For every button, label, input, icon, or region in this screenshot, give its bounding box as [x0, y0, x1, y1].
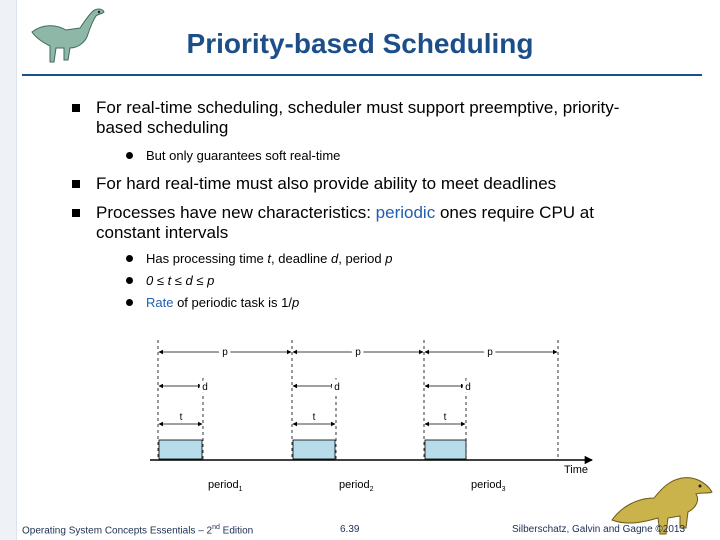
round-bullet-icon — [126, 255, 133, 262]
page-title: Priority-based Scheduling — [186, 28, 534, 59]
period-label: p — [222, 347, 228, 358]
task-execution-block — [424, 439, 467, 460]
square-bullet-icon — [72, 180, 80, 188]
bullet-text: For real-time scheduling, scheduler must… — [96, 98, 620, 117]
task-execution-block — [158, 439, 203, 460]
var-t: t — [267, 251, 272, 266]
square-bullet-icon — [72, 104, 80, 112]
periodic-timeline-diagram: p p p d d d t t t Time period1 period2 p… — [150, 340, 594, 493]
bullet-preemptive: For real-time scheduling, scheduler must… — [72, 98, 656, 138]
footer-book-title: Operating System Concepts Essentials – 2… — [22, 524, 253, 536]
var-d: d — [331, 251, 339, 266]
bullet-text: For hard real-time must also provide abi… — [96, 174, 557, 193]
round-bullet-icon — [126, 299, 133, 306]
title-rule — [22, 74, 702, 76]
bullet-text: constant intervals — [96, 223, 229, 242]
footer-authors: Silberschatz, Galvin and Gagne ©2013 — [512, 524, 686, 535]
deadline-label: d — [334, 382, 340, 393]
bullet-text-start: Processes have new characteristics: — [96, 203, 376, 222]
sub-bullet-text: But only guarantees soft real-time — [146, 148, 341, 163]
time-axis-label: Time — [564, 464, 588, 476]
round-bullet-icon — [126, 277, 133, 284]
period-name: period2 — [339, 479, 374, 493]
dinosaur-logo-icon — [31, 8, 105, 63]
footer-text: Edition — [219, 525, 254, 537]
bullet-text-end: ones require CPU at — [435, 203, 594, 222]
processing-time-label: t — [313, 412, 316, 423]
left-margin-bar — [0, 0, 17, 540]
processing-time-label: t — [180, 412, 183, 423]
sub-bullet-text: , period — [338, 251, 386, 266]
sub-bullet-soft-realtime: But only guarantees soft real-time — [126, 148, 341, 164]
period-name: period1 — [208, 479, 243, 493]
footer-superscript: nd — [212, 524, 220, 531]
bullet-periodic: Processes have new characteristics: peri… — [72, 203, 656, 243]
deadline-label: d — [465, 382, 471, 393]
deadline-label: d — [202, 382, 208, 393]
var-p: p — [385, 251, 393, 266]
footer-text: Operating System Concepts Essentials – 2 — [22, 525, 213, 537]
sub-bullet-text: Has processing time — [146, 251, 268, 266]
sub-bullet-rate: Rate of periodic task is 1/p — [126, 295, 300, 311]
sub-bullet-text: , deadline — [271, 251, 332, 266]
periodic-highlight: periodic — [375, 203, 436, 222]
rate-highlight: Rate — [146, 295, 174, 310]
bullet-text: based scheduling — [96, 118, 229, 137]
dinosaur-corner-icon — [611, 477, 713, 535]
period-label: p — [487, 347, 493, 358]
sub-bullet-text: of periodic task is 1/ — [173, 295, 292, 310]
footer-page-number: 6.39 — [340, 524, 360, 535]
sub-bullet-inequality: 0 ≤ t ≤ d ≤ p — [126, 273, 215, 289]
processing-time-label: t — [444, 412, 447, 423]
round-bullet-icon — [126, 152, 133, 159]
task-execution-block — [292, 439, 336, 460]
var-p: p — [291, 295, 300, 310]
period-name: period3 — [471, 479, 506, 493]
square-bullet-icon — [72, 209, 80, 217]
bullet-hard-realtime: For hard real-time must also provide abi… — [72, 174, 656, 194]
period-label: p — [355, 347, 361, 358]
sub-bullet-processing-time: Has processing time t, deadline d, perio… — [126, 251, 393, 267]
inequality-text: 0 ≤ t ≤ d ≤ p — [146, 273, 215, 288]
